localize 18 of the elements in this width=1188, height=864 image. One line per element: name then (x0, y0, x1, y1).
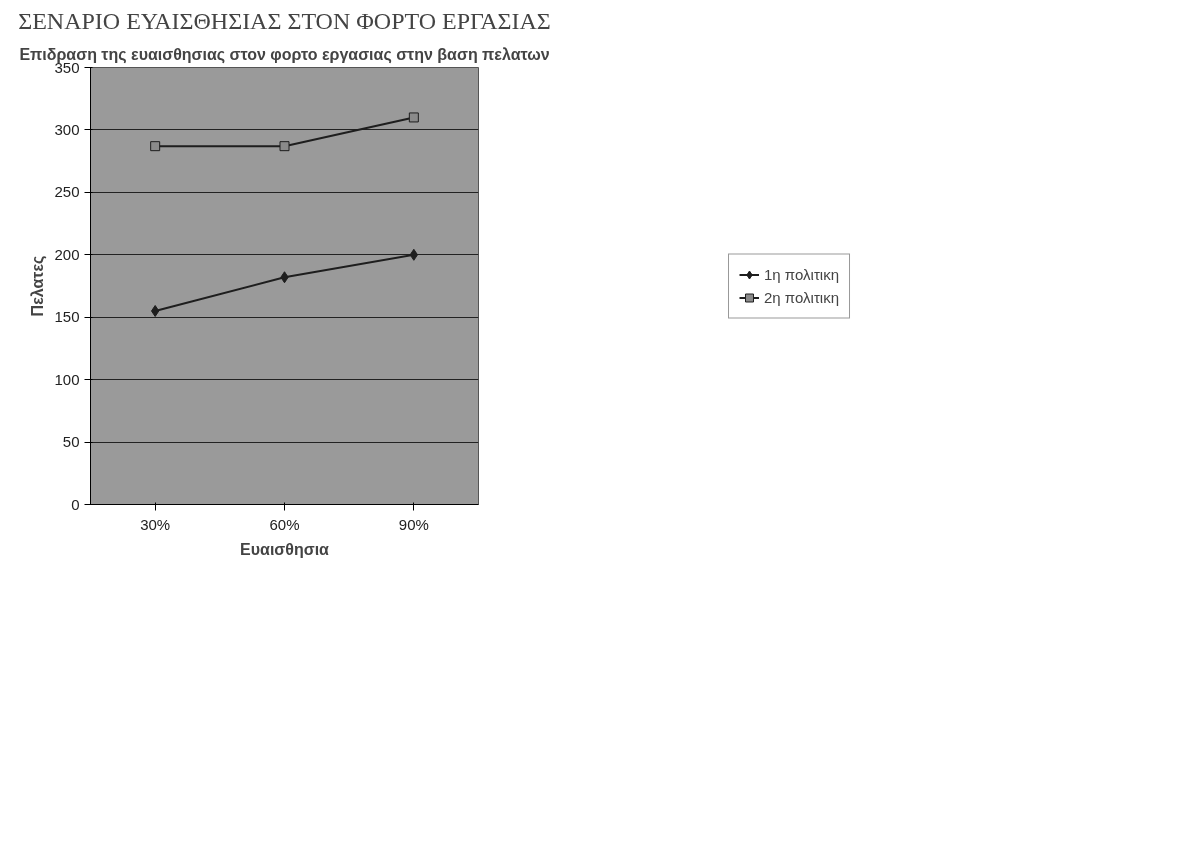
x-tick-label: 90% (398, 515, 429, 533)
y-tick-label: 50 (62, 433, 80, 451)
y-tick-label: 150 (54, 308, 80, 326)
x-tick-label: 30% (140, 515, 171, 533)
point (408, 112, 419, 123)
chart-title: ΣΕΝΑΡΙΟ ΕΥΑΙΣΘΗΣΙΑΣ ΣΤΟΝ ΦΟΡΤΟ ΕΡΓΑΣΙΑΣ (18, 7, 551, 34)
legend-label: 2η πολιτικη (764, 288, 839, 306)
point (150, 141, 161, 152)
y-tick-label: 200 (54, 245, 80, 263)
y-tick-label: 0 (71, 495, 80, 513)
y-tick-label: 100 (54, 370, 80, 388)
point (279, 141, 290, 152)
y-tick-label: 300 (54, 120, 80, 138)
legend-label: 1η πολιτικη (764, 265, 839, 283)
x-axis-title: Ευαισθησια (240, 540, 330, 558)
x-tick-label: 60% (269, 515, 300, 533)
y-tick-label: 250 (54, 183, 80, 201)
y-axis-title: Πελατες (29, 255, 48, 317)
